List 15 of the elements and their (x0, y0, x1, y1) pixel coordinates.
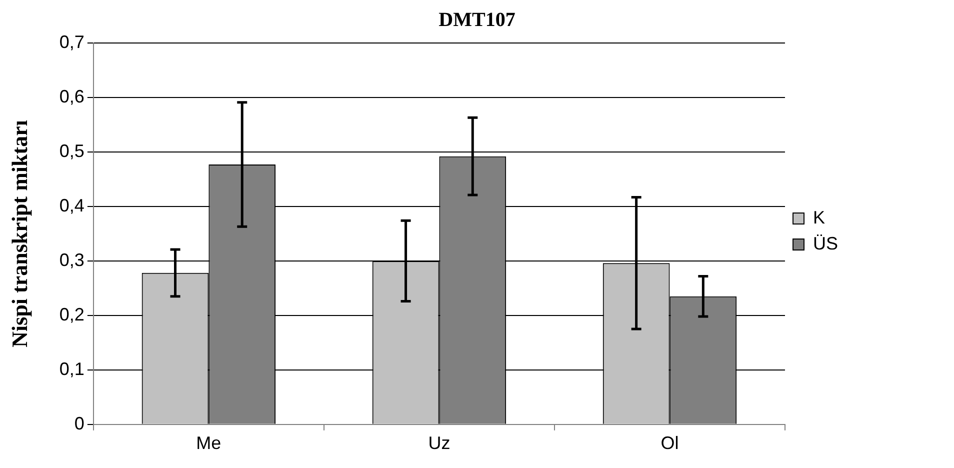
y-tick-label: 0,5 (59, 140, 84, 161)
y-tick-label: 0,3 (59, 250, 84, 270)
chart-title: DMT107 (438, 9, 516, 32)
y-tick-label: 0,7 (59, 32, 84, 52)
legend-label: K (813, 207, 826, 228)
x-tick-label: Uz (428, 433, 450, 454)
y-tick-label: 0,2 (59, 304, 84, 324)
x-tick-label: Me (196, 433, 222, 454)
x-tick-label: Ol (660, 433, 679, 454)
y-axis-title: Nispi transkript miktarı (6, 120, 32, 348)
y-tick-label: 0,6 (59, 86, 84, 106)
y-tick-label: 0,1 (59, 358, 84, 379)
legend-label: ÜS (813, 233, 838, 254)
y-tick-label: 0,4 (59, 195, 84, 216)
y-tick-label: 0 (74, 413, 84, 434)
